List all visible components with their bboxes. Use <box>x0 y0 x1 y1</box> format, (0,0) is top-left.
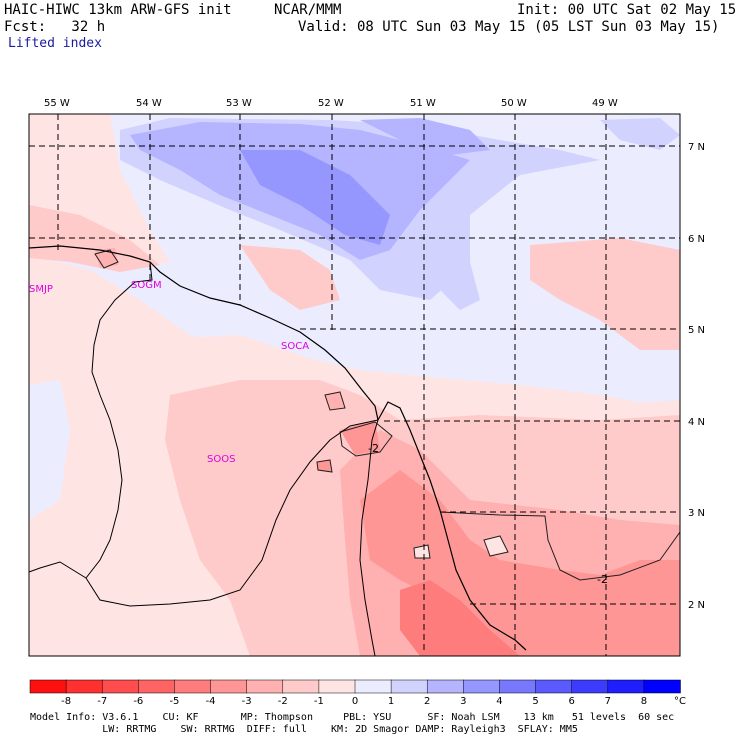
lon-label: 55 W <box>44 98 70 109</box>
colorbar-swatch <box>354 679 392 694</box>
colorbar-tick-label: -2 <box>278 696 288 707</box>
map-frame <box>28 113 681 657</box>
shaded-field <box>29 114 680 656</box>
colorbar-tick-label: -1 <box>314 696 324 707</box>
colorbar-swatch <box>210 679 248 694</box>
latlon-grid <box>29 114 680 656</box>
colorbar-tick-label: 7 <box>605 696 611 707</box>
lon-label: 53 W <box>226 98 252 109</box>
lat-label: 3 N <box>688 508 705 519</box>
valid-time: Valid: 08 UTC Sun 03 May 15 (05 LST Sun … <box>298 19 720 35</box>
colorbar-swatch <box>643 679 681 694</box>
country-borders <box>28 261 379 657</box>
colorbar-swatch <box>29 679 67 694</box>
contour-label: -2 <box>368 442 379 455</box>
lat-label: 4 N <box>688 417 705 428</box>
model-info-line2: LW: RRTMG SW: RRTMG DIFF: full KM: 2D Sm… <box>30 724 578 735</box>
contour-label: -2 <box>597 573 608 586</box>
colorbar-tick-label: 4 <box>496 696 502 707</box>
colorbar-tick-label: -8 <box>61 696 71 707</box>
colorbar-swatch <box>282 679 320 694</box>
colorbar-swatch <box>571 679 609 694</box>
colorbar-swatch <box>246 679 284 694</box>
colorbar <box>29 679 681 694</box>
colorbar-tick-label: 8 <box>641 696 647 707</box>
model-info-line1: Model Info: V3.6.1 CU: KF MP: Thompson P… <box>30 712 675 723</box>
field-name: Lifted index <box>8 36 102 51</box>
colorbar-tick-label: 5 <box>532 696 538 707</box>
colorbar-tick-label: -4 <box>206 696 216 707</box>
colorbar-swatch <box>138 679 176 694</box>
colorbar-swatch <box>101 679 140 694</box>
lat-label: 2 N <box>688 600 705 611</box>
lon-label: 50 W <box>501 98 527 109</box>
colorbar-tick-label: 1 <box>388 696 394 707</box>
colorbar-swatch <box>318 679 356 694</box>
colorbar-unit: °C <box>674 696 686 707</box>
lon-label: 49 W <box>592 98 618 109</box>
station-label: SOCA <box>281 341 309 352</box>
lat-label: 6 N <box>688 234 705 245</box>
colorbar-swatch <box>390 679 428 694</box>
colorbar-labels: -8 -7 -6 -5 -4 -3 -2 -1 0 1 2 3 4 5 6 7 8 <box>61 696 647 707</box>
colorbar-swatch <box>426 679 465 694</box>
organization-label: NCAR/MMM <box>274 2 342 18</box>
colorbar-swatch <box>174 679 212 694</box>
colorbar-tick-label: -7 <box>97 696 107 707</box>
forecast-hour: Fcst: 32 h <box>4 19 106 35</box>
colorbar-swatch <box>65 679 103 694</box>
colorbar-tick-label: 0 <box>352 696 358 707</box>
init-time: Init: 00 UTC Sat 02 May 15 <box>517 2 737 18</box>
colorbar-swatch <box>607 679 645 694</box>
colorbar-tick-label: 2 <box>424 696 430 707</box>
colorbar-tick-label: 3 <box>460 696 466 707</box>
lat-label: 5 N <box>688 325 705 336</box>
station-label: SMJP <box>29 284 53 295</box>
colorbar-tick-label: -3 <box>242 696 252 707</box>
colorbar-swatch <box>463 679 501 694</box>
colorbar-tick-label: -5 <box>169 696 179 707</box>
coastline <box>28 245 527 651</box>
lat-label: 7 N <box>688 142 705 153</box>
product-title: HAIC-HIWC 13km ARW-GFS init <box>4 2 232 18</box>
lon-label: 52 W <box>318 98 344 109</box>
lon-label: 54 W <box>136 98 162 109</box>
station-label: SOOS <box>207 454 235 465</box>
colorbar-swatch <box>535 679 573 694</box>
lon-label: 51 W <box>410 98 436 109</box>
colorbar-tick-label: -6 <box>133 696 143 707</box>
colorbar-tick-label: 6 <box>568 696 574 707</box>
station-label: SOGM <box>131 280 162 291</box>
colorbar-swatch <box>499 679 537 694</box>
